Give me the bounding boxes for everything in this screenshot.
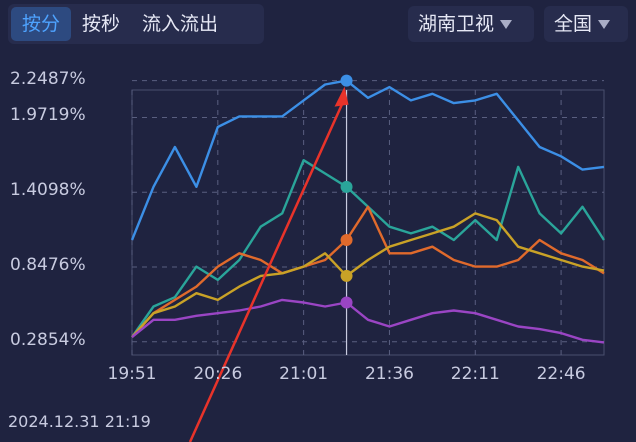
x-tick-label: 22:46 — [536, 364, 586, 384]
tab-inflow-outflow[interactable]: 流入流出 — [142, 13, 219, 35]
x-tick-label: 21:01 — [279, 364, 329, 384]
series-line-2 — [131, 205, 605, 338]
x-tick-label: 21:36 — [364, 364, 414, 384]
caret-down-icon — [598, 20, 611, 29]
y-tick-label: 1.4098% — [10, 180, 86, 201]
cursor-point-1 — [340, 180, 353, 193]
timestamp-label: 2024.12.31 21:19 — [8, 412, 151, 431]
cursor-point-3 — [340, 269, 353, 282]
cursor-point-0 — [340, 74, 353, 87]
caret-down-icon — [500, 20, 513, 29]
series-line-0 — [130, 79, 605, 241]
tab-by-minute[interactable]: 按分 — [11, 7, 72, 41]
cursor-point-2 — [340, 234, 353, 247]
channel-dropdown-label: 湖南卫视 — [418, 13, 495, 35]
annotation-arrow-head — [334, 86, 349, 107]
y-tick-label: 2.2487% — [10, 68, 86, 89]
y-tick-label: 1.9719% — [10, 105, 86, 126]
annotation-arrow-shaft — [188, 98, 346, 442]
region-dropdown-label: 全国 — [554, 13, 593, 35]
region-dropdown[interactable]: 全国 — [544, 6, 628, 42]
x-tick-label: 19:51 — [107, 364, 157, 384]
chart-grid — [131, 80, 605, 356]
view-tab-bar: 按分 按秒 流入流出 — [8, 4, 264, 44]
x-tick-label: 20:26 — [193, 364, 243, 384]
chart-series — [130, 74, 606, 344]
series-line-3 — [131, 212, 605, 338]
tab-by-second[interactable]: 按秒 — [82, 13, 121, 35]
y-tick-label: 0.2854% — [10, 329, 86, 350]
x-tick-label: 22:11 — [450, 364, 500, 384]
cursor-point-4 — [340, 296, 353, 309]
channel-dropdown[interactable]: 湖南卫视 — [408, 6, 534, 42]
series-line-1 — [131, 158, 606, 338]
y-tick-label: 0.8476% — [10, 254, 86, 275]
series-line-4 — [131, 298, 605, 344]
annotation-arrow — [188, 86, 349, 442]
